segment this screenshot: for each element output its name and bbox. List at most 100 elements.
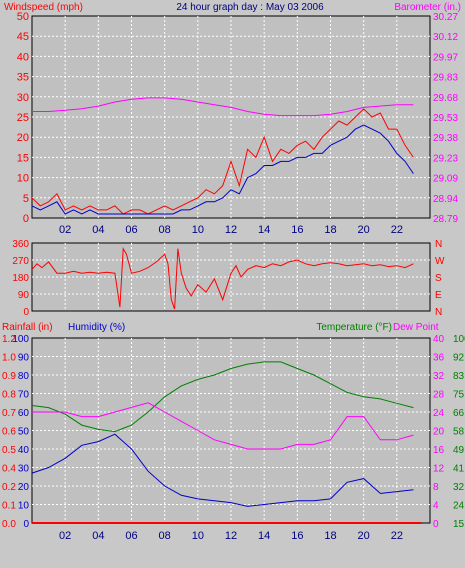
humidity-line: [31, 433, 414, 507]
x-tick-label: 10: [192, 224, 204, 236]
compass-tick-label: S: [435, 273, 442, 284]
temperature-tick-label: 66: [453, 408, 465, 419]
wind-tick-label: 50: [17, 11, 29, 23]
windspeed-line: [31, 108, 414, 215]
temperature-tick-label: 24: [453, 501, 465, 512]
x-tick-label: 06: [125, 224, 137, 236]
wind-tick-label: 5: [23, 193, 29, 205]
dewpoint-tick-label: 12: [433, 464, 445, 475]
wind-tick-label: 30: [17, 92, 29, 104]
x-tick-label: 06: [125, 530, 137, 542]
temperature-line: [31, 361, 414, 433]
barometer-axis-label: Barometer (in.): [394, 2, 461, 13]
compass-tick-label: N: [435, 307, 442, 318]
dewpoint-tick-label: 24: [433, 408, 445, 419]
dewpoint-tick-label: 32: [433, 371, 445, 382]
dewpoint-tick-label: 36: [433, 353, 445, 364]
compass-tick-label: N: [435, 239, 442, 250]
direction-tick-label: 90: [18, 290, 30, 301]
rain-tick-label: 0.9: [2, 371, 16, 382]
x-tick-label: 22: [391, 224, 403, 236]
temperature-tick-label: 41: [453, 464, 465, 475]
barometer-tick-label: 30.12: [433, 32, 458, 43]
humidity-tick-label: 60: [18, 408, 30, 419]
temperature-tick-label: 83: [453, 371, 465, 382]
x-tick-label: 10: [192, 530, 204, 542]
x-tick-label: 14: [258, 224, 270, 236]
humidity-tick-label: 100: [12, 334, 29, 345]
dewpoint-tick-label: 0: [433, 519, 439, 530]
x-tick-label: 22: [391, 530, 403, 542]
dewpoint-tick-label: 20: [433, 427, 445, 438]
graph-title: 24 hour graph day : May 03 2006: [176, 2, 324, 13]
humidity-tick-label: 30: [18, 464, 30, 475]
rain-tick-label: 0.7: [2, 408, 16, 419]
dewpoint-line: [32, 402, 414, 450]
wind-barometer-panel: 0 5 10 15 20 25 30 35 40 45 50 28.79 28.94 29.09 29.23…: [17, 11, 459, 236]
humidity-tick-label: 90: [18, 353, 30, 364]
humidity-tick-label: 70: [18, 390, 30, 401]
dewpoint-tick-label: 16: [433, 445, 445, 456]
humidity-axis-label: Humidity (%): [68, 322, 125, 333]
wind-direction-line: [31, 247, 414, 310]
x-tick-label: 08: [159, 224, 171, 236]
humidity-tick-label: 50: [18, 427, 30, 438]
humidity-tick-label: 80: [18, 371, 30, 382]
wind-tick-label: 25: [17, 112, 29, 124]
barometer-tick-label: 30.27: [433, 12, 458, 23]
x-tick-label: 16: [291, 224, 303, 236]
rain-tick-label: 0.2: [2, 482, 16, 493]
temperature-tick-label: 58: [453, 427, 465, 438]
x-tick-label: 12: [225, 224, 237, 236]
temperature-tick-label: 75: [453, 390, 465, 401]
rain-tick-label: 0.5: [2, 445, 16, 456]
rain-tick-label: 0.8: [2, 390, 16, 401]
wind-tick-label: 20: [17, 132, 29, 144]
compass-tick-label: E: [435, 290, 442, 301]
temperature-tick-label: 49: [453, 445, 465, 456]
barometer-tick-label: 29.83: [433, 73, 458, 84]
x-tick-label: 04: [92, 224, 104, 236]
direction-tick-label: 0: [23, 307, 29, 318]
x-tick-label: 02: [59, 530, 71, 542]
dewpoint-axis-label: Dew Point: [393, 322, 439, 333]
wind-tick-label: 45: [17, 31, 29, 43]
humidity-tick-label: 10: [18, 501, 30, 512]
barometer-line: [32, 97, 414, 117]
rain-tick-label: 0.6: [2, 427, 16, 438]
average-wind-line: [31, 124, 414, 215]
dewpoint-tick-label: 8: [433, 482, 439, 493]
rain-tick-label: 0.4: [2, 464, 16, 475]
rainfall-axis-label: Rainfall (in): [2, 322, 53, 333]
dewpoint-tick-label: 40: [433, 334, 445, 345]
barometer-tick-label: 28.79: [433, 214, 458, 225]
x-tick-label: 04: [92, 530, 104, 542]
humidity-tick-label: 40: [18, 445, 30, 456]
wind-tick-label: 15: [17, 152, 29, 164]
barometer-tick-label: 29.97: [433, 52, 458, 63]
x-tick-label: 08: [159, 530, 171, 542]
wind-tick-label: 10: [17, 173, 29, 185]
temperature-axis-label: Temperature (°F): [316, 322, 392, 333]
barometer-tick-label: 29.38: [433, 133, 458, 144]
x-tick-label: 16: [291, 530, 303, 542]
temperature-tick-label: 100: [453, 334, 465, 345]
x-tick-label: 02: [59, 224, 71, 236]
x-tick-label: 18: [324, 530, 336, 542]
x-tick-label: 14: [258, 530, 270, 542]
windspeed-axis-label: Windspeed (mph): [4, 2, 83, 13]
rain-tick-label: 0.0: [2, 519, 16, 530]
rain-tick-label: 1.0: [2, 353, 16, 364]
barometer-tick-label: 29.23: [433, 153, 458, 164]
wind-tick-label: 0: [23, 213, 29, 225]
barometer-tick-label: 29.09: [433, 174, 458, 185]
rain-tick-label: 0.1: [2, 501, 16, 512]
humidity-tick-label: 20: [18, 482, 30, 493]
dewpoint-tick-label: 28: [433, 390, 445, 401]
barometer-tick-label: 29.53: [433, 113, 458, 124]
temperature-tick-label: 32: [453, 482, 465, 493]
x-tick-label: 12: [225, 530, 237, 542]
